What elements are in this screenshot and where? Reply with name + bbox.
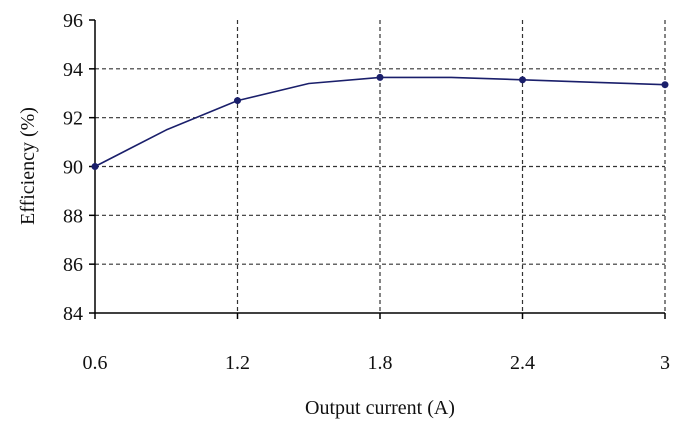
- grid-lines: [95, 20, 665, 313]
- data-point: [376, 73, 384, 81]
- y-axis-label: Efficiency (%): [17, 107, 39, 225]
- y-tick-label: 88: [63, 205, 83, 227]
- y-tick-label: 84: [63, 303, 83, 325]
- y-tick-label: 96: [63, 10, 83, 32]
- x-tick-label: 1.8: [368, 352, 393, 374]
- x-tick-label: 1.2: [225, 352, 250, 374]
- y-tick-label: 94: [63, 59, 83, 81]
- data-point: [661, 81, 669, 89]
- x-axis-label: Output current (A): [305, 397, 455, 419]
- y-tick-label: 92: [63, 108, 83, 130]
- x-tick-label: 2.4: [510, 352, 535, 374]
- y-tick-labels: 84 86 88 90 92 94 96: [63, 10, 83, 325]
- series-efficiency: [91, 73, 669, 170]
- data-point: [91, 163, 99, 170]
- y-tick-label: 86: [63, 254, 83, 276]
- x-tick-label: 3: [660, 352, 670, 374]
- y-tick-label: 90: [63, 157, 83, 179]
- data-point: [519, 76, 526, 84]
- axes: [89, 19, 666, 319]
- x-tick-label: 0.6: [83, 352, 108, 374]
- data-point: [234, 97, 241, 105]
- x-tick-labels: 0.6 1.2 1.8 2.4 3: [83, 352, 671, 374]
